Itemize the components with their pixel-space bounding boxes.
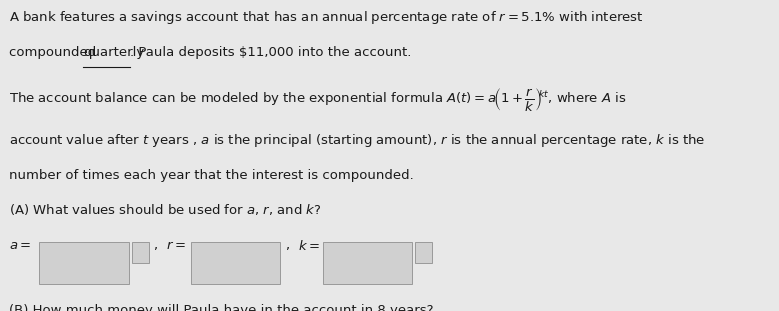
Text: The account balance can be modeled by the exponential formula $A(t)=a\!\left(1+\: The account balance can be modeled by th… (9, 86, 627, 114)
FancyBboxPatch shape (323, 242, 412, 284)
FancyBboxPatch shape (415, 242, 432, 263)
Text: (B) How much money will Paula have in the account in 8 years?: (B) How much money will Paula have in th… (9, 304, 434, 311)
Text: ,: , (153, 239, 157, 252)
Text: compounded: compounded (9, 46, 100, 59)
Text: . Paula deposits $11,000 into the account.: . Paula deposits $11,000 into the accoun… (130, 46, 411, 59)
Text: $r=$: $r=$ (166, 239, 185, 252)
Text: A bank features a savings account that has an annual percentage rate of $r=5.1\%: A bank features a savings account that h… (9, 9, 644, 26)
Text: $a=$: $a=$ (9, 239, 32, 252)
FancyBboxPatch shape (132, 242, 149, 263)
Text: quarterly: quarterly (83, 46, 145, 59)
FancyBboxPatch shape (39, 242, 129, 284)
FancyBboxPatch shape (191, 242, 280, 284)
Text: account value after $t$ years , $a$ is the principal (starting amount), $r$ is t: account value after $t$ years , $a$ is t… (9, 132, 706, 149)
Text: $k=$: $k=$ (298, 239, 319, 253)
Text: number of times each year that the interest is compounded.: number of times each year that the inter… (9, 169, 414, 182)
Text: (A) What values should be used for $a$, $r$, and $k$?: (A) What values should be used for $a$, … (9, 202, 322, 217)
Text: ,: , (285, 239, 289, 252)
